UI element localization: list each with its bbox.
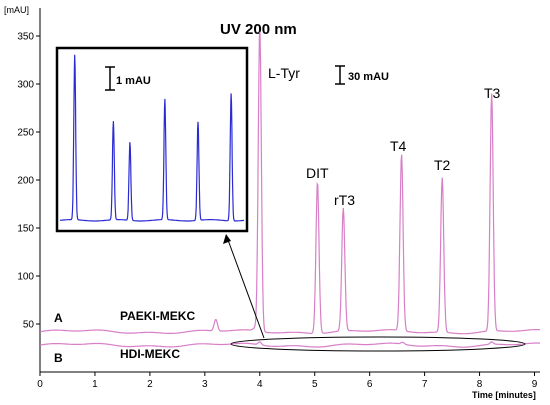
peak-label: DIT xyxy=(306,165,329,181)
inset-frame xyxy=(55,46,249,233)
x-tick-label: 7 xyxy=(422,379,428,390)
trace-a-line xyxy=(39,31,541,335)
x-tick-label: 5 xyxy=(312,379,318,390)
y-tick-label: 100 xyxy=(17,272,34,283)
y-tick-label: 150 xyxy=(17,224,34,235)
scale-bar-main-label: 30 mAU xyxy=(348,71,389,83)
y-tick-label: 50 xyxy=(23,320,35,331)
peak-label: T4 xyxy=(390,138,407,154)
y-tick-label: 250 xyxy=(17,128,34,139)
y-ticks: 50 100 150 200 250 300 350 xyxy=(17,32,40,331)
x-axis-label: Time [minutes] xyxy=(472,390,536,400)
x-tick-label: 6 xyxy=(367,379,373,390)
x-tick-label: 4 xyxy=(257,379,263,390)
scale-bar-main: 30 mAU xyxy=(335,65,389,85)
y-tick-label: 200 xyxy=(17,176,34,187)
peak-labels: L-Tyr DIT rT3 T4 T2 T3 xyxy=(268,65,501,208)
x-tick-label: 9 xyxy=(532,379,538,390)
peak-label: L-Tyr xyxy=(268,65,300,81)
y-tick-label: 350 xyxy=(17,32,34,43)
peak-label: T2 xyxy=(434,157,451,173)
x-tick-label: 2 xyxy=(147,379,153,390)
x-tick-label: 3 xyxy=(202,379,208,390)
trace-b-line xyxy=(39,341,540,348)
x-tick-label: 0 xyxy=(37,379,43,390)
x-tick-label: 8 xyxy=(477,379,483,390)
trace-a-label: A xyxy=(54,311,63,325)
peak-label: rT3 xyxy=(334,192,355,208)
y-tick-label: 300 xyxy=(17,80,34,91)
inset: 1 mAU xyxy=(55,46,249,233)
x-ticks: 0 1 2 3 4 5 6 7 8 9 xyxy=(37,372,538,390)
peak-label: T3 xyxy=(484,85,501,101)
trace-a-name: PAEKI-MEKC xyxy=(120,309,195,323)
highlight-ellipse xyxy=(230,336,526,352)
inset-trace-line xyxy=(60,54,244,222)
y-axis-label: [mAU] xyxy=(4,5,29,15)
inset-arrow-head xyxy=(223,234,231,244)
scale-bar-inset: 1 mAU xyxy=(105,66,151,91)
chart-title: UV 200 nm xyxy=(220,21,297,38)
x-tick-label: 1 xyxy=(92,379,98,390)
trace-b-label: B xyxy=(54,351,63,365)
inset-arrow xyxy=(227,239,265,339)
scale-bar-inset-label: 1 mAU xyxy=(116,75,151,87)
trace-b-name: HDI-MEKC xyxy=(120,347,180,361)
